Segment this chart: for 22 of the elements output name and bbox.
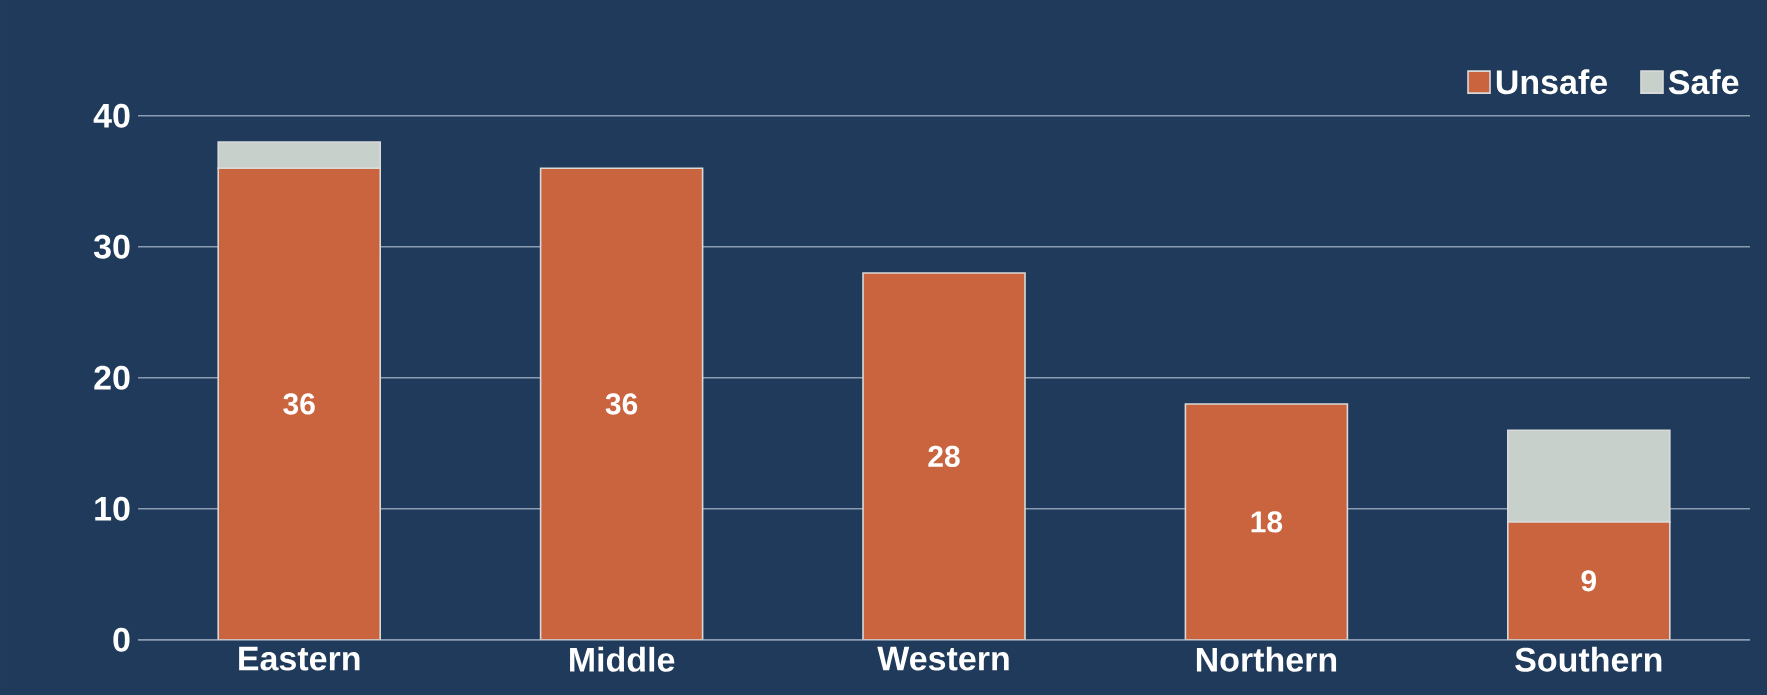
bar [539, 167, 704, 640]
legend-label: Safe [1668, 69, 1739, 95]
x-tick-label: Eastern [239, 646, 360, 671]
data-label: 9 [1581, 570, 1597, 592]
y-tick-label: 10 [95, 496, 130, 521]
bar [1184, 403, 1349, 640]
x-tick-label: Western [877, 646, 1009, 671]
x-tick-label: Middle [570, 646, 675, 672]
bar [1507, 521, 1671, 640]
data-label: 36 [605, 393, 638, 415]
y-tick-label: 20 [94, 365, 130, 390]
y-tick-label: 40 [93, 103, 130, 128]
y-tick-label: 0 [113, 627, 130, 652]
data-label: 28 [928, 445, 960, 467]
data-label: 18 [1251, 511, 1283, 533]
legend-label: Unsafe [1496, 69, 1608, 95]
x-tick-label: Southern [1515, 646, 1662, 672]
data-label: 36 [283, 393, 315, 415]
y-tick-label: 30 [93, 234, 130, 259]
x-tick-label: Northern [1196, 646, 1337, 672]
bar [217, 167, 382, 640]
bar [862, 272, 1026, 640]
